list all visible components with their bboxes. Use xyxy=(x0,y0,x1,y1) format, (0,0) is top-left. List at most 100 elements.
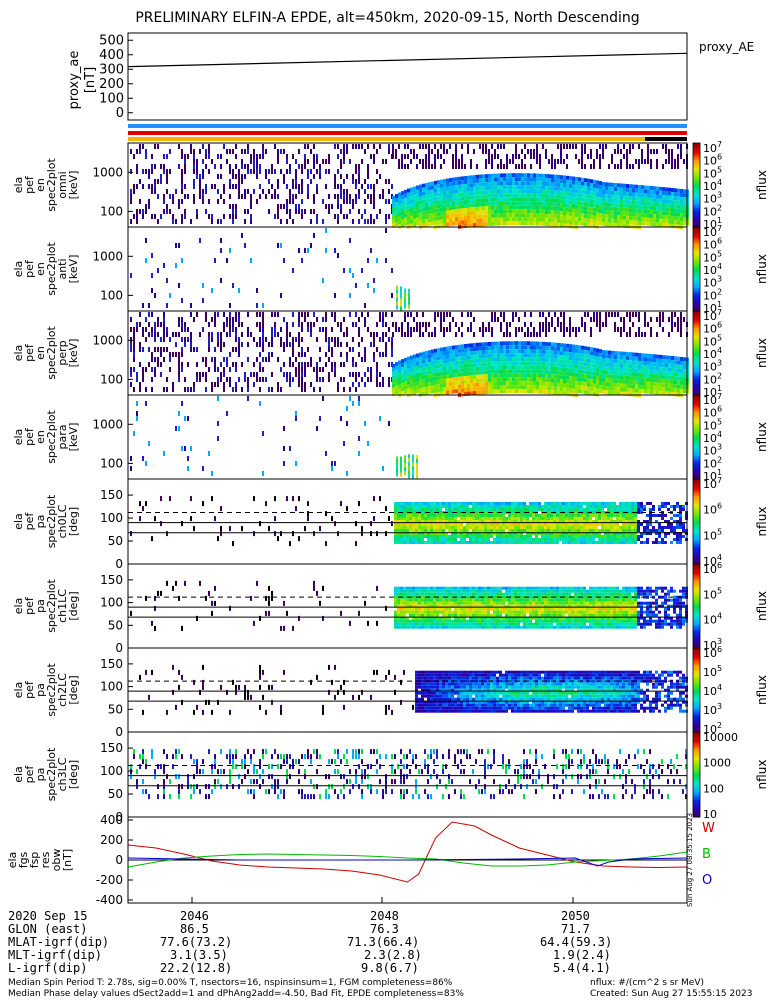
spectrogram-ylabel: spec2plot xyxy=(45,158,58,212)
spectrogram-cell xyxy=(551,174,554,179)
pitch-angle-cell xyxy=(430,504,433,508)
spectrogram-cell xyxy=(461,372,464,377)
speckle-cell xyxy=(322,219,324,224)
pitch-angle-cell xyxy=(439,516,442,520)
spectrogram-cell xyxy=(416,201,419,206)
spectrogram-cell xyxy=(587,358,590,363)
speckle-cell xyxy=(346,214,348,219)
spectrogram-cell xyxy=(485,390,488,395)
spectrogram-cell xyxy=(575,212,578,217)
spectrogram-cell xyxy=(536,201,539,206)
pitch-angle-cell xyxy=(451,501,454,505)
spectrogram-cell xyxy=(575,184,578,189)
pitch-angle-cell xyxy=(412,513,415,517)
spectrogram-cell xyxy=(635,384,638,389)
spectrogram-cell xyxy=(614,211,617,216)
speckle-cell xyxy=(187,466,189,471)
spectrogram-cell xyxy=(641,217,644,222)
spectrogram-cell xyxy=(647,217,650,222)
pitch-angle-cell xyxy=(403,534,406,538)
spectrogram-cell xyxy=(449,378,452,383)
speckle-cell xyxy=(175,332,177,337)
speckle-cell xyxy=(193,149,195,154)
spectrogram-cell xyxy=(536,341,539,346)
speckle-cell xyxy=(139,144,141,149)
colorbar-cell xyxy=(693,201,700,205)
spectrogram-cell xyxy=(419,220,422,225)
spectrogram-cell xyxy=(641,209,644,214)
spectrogram-cell xyxy=(455,349,458,354)
speckle-cell xyxy=(641,149,643,154)
spectrogram-cell xyxy=(404,205,407,210)
speckle-cell xyxy=(298,352,300,357)
speckle-cell xyxy=(434,164,436,169)
speckle-cell xyxy=(515,149,517,154)
spectrogram-cell xyxy=(515,217,518,222)
spectrogram-cell xyxy=(641,197,644,202)
spectrogram-cell xyxy=(461,212,464,217)
pitch-angle-cell xyxy=(403,522,406,526)
speckle-cell xyxy=(404,164,406,169)
pitch-angle-cell xyxy=(412,510,415,514)
speckle-cell xyxy=(277,194,279,199)
spectrogram-cell xyxy=(476,346,479,351)
colorbar-cell xyxy=(693,470,700,474)
spectrogram-cell xyxy=(575,360,578,365)
speckle-cell xyxy=(262,303,264,308)
pitch-angle-cell xyxy=(457,510,460,514)
pitch-angle-cell xyxy=(463,540,466,544)
pitch-angle-cell xyxy=(535,501,538,505)
speckle-cell xyxy=(220,219,222,224)
speckle-cell xyxy=(262,332,264,337)
speckle-cell xyxy=(530,149,532,154)
spectrogram-cell xyxy=(644,217,647,222)
speckle-cell xyxy=(370,219,372,224)
spectrogram-cell xyxy=(602,193,605,198)
speckle-cell xyxy=(136,411,138,416)
speckle-cell xyxy=(596,317,598,322)
speckle-cell xyxy=(539,159,541,164)
pitch-angle-cell xyxy=(499,507,502,511)
speckle-cell xyxy=(527,332,529,337)
spectrogram-cell xyxy=(527,385,530,390)
spectrogram-cell xyxy=(419,372,422,377)
spectrogram-cell xyxy=(572,204,575,209)
speckle-cell xyxy=(388,377,390,382)
speckle-cell xyxy=(139,322,141,327)
spectrogram-cell xyxy=(443,203,446,208)
spectrogram-cell xyxy=(404,369,407,374)
spectrogram-cell xyxy=(611,218,614,223)
colorbar-cell xyxy=(693,145,700,148)
proxy-ae-ytick-label: 100 xyxy=(99,91,124,106)
spectrogram-cell xyxy=(491,369,494,374)
spectrogram-cell xyxy=(548,370,551,375)
spectrogram-cell xyxy=(443,391,446,396)
spectrogram-cell xyxy=(473,191,476,196)
spectrogram-cell xyxy=(515,365,518,370)
spectrogram-cell xyxy=(494,377,497,382)
spectrogram-cell xyxy=(551,202,554,207)
speckle-cell xyxy=(410,149,412,154)
speckle-cell xyxy=(584,164,586,169)
spectrogram-cell xyxy=(578,209,581,214)
colorbar-cell xyxy=(693,443,700,446)
spectrogram-cell xyxy=(539,213,542,218)
speckle-cell xyxy=(256,372,258,377)
spectrogram-cell xyxy=(494,345,497,350)
speckle-cell xyxy=(211,184,213,189)
spectrogram-cell xyxy=(587,210,590,215)
spectrogram-cell xyxy=(398,364,401,369)
pitch-angle-cell xyxy=(469,537,472,541)
pitch-angle-cell xyxy=(472,540,475,544)
spectrogram-cell xyxy=(560,351,563,356)
spectrogram-cell xyxy=(545,222,548,227)
speckle-cell xyxy=(515,332,517,337)
spectrogram-cell xyxy=(608,202,611,207)
spectrogram-cell xyxy=(485,222,488,227)
speckle-cell xyxy=(289,357,291,362)
speckle-cell xyxy=(316,219,318,224)
spectrogram-cell xyxy=(440,195,443,200)
speckle-cell xyxy=(268,342,270,347)
speckle-cell xyxy=(280,204,282,209)
